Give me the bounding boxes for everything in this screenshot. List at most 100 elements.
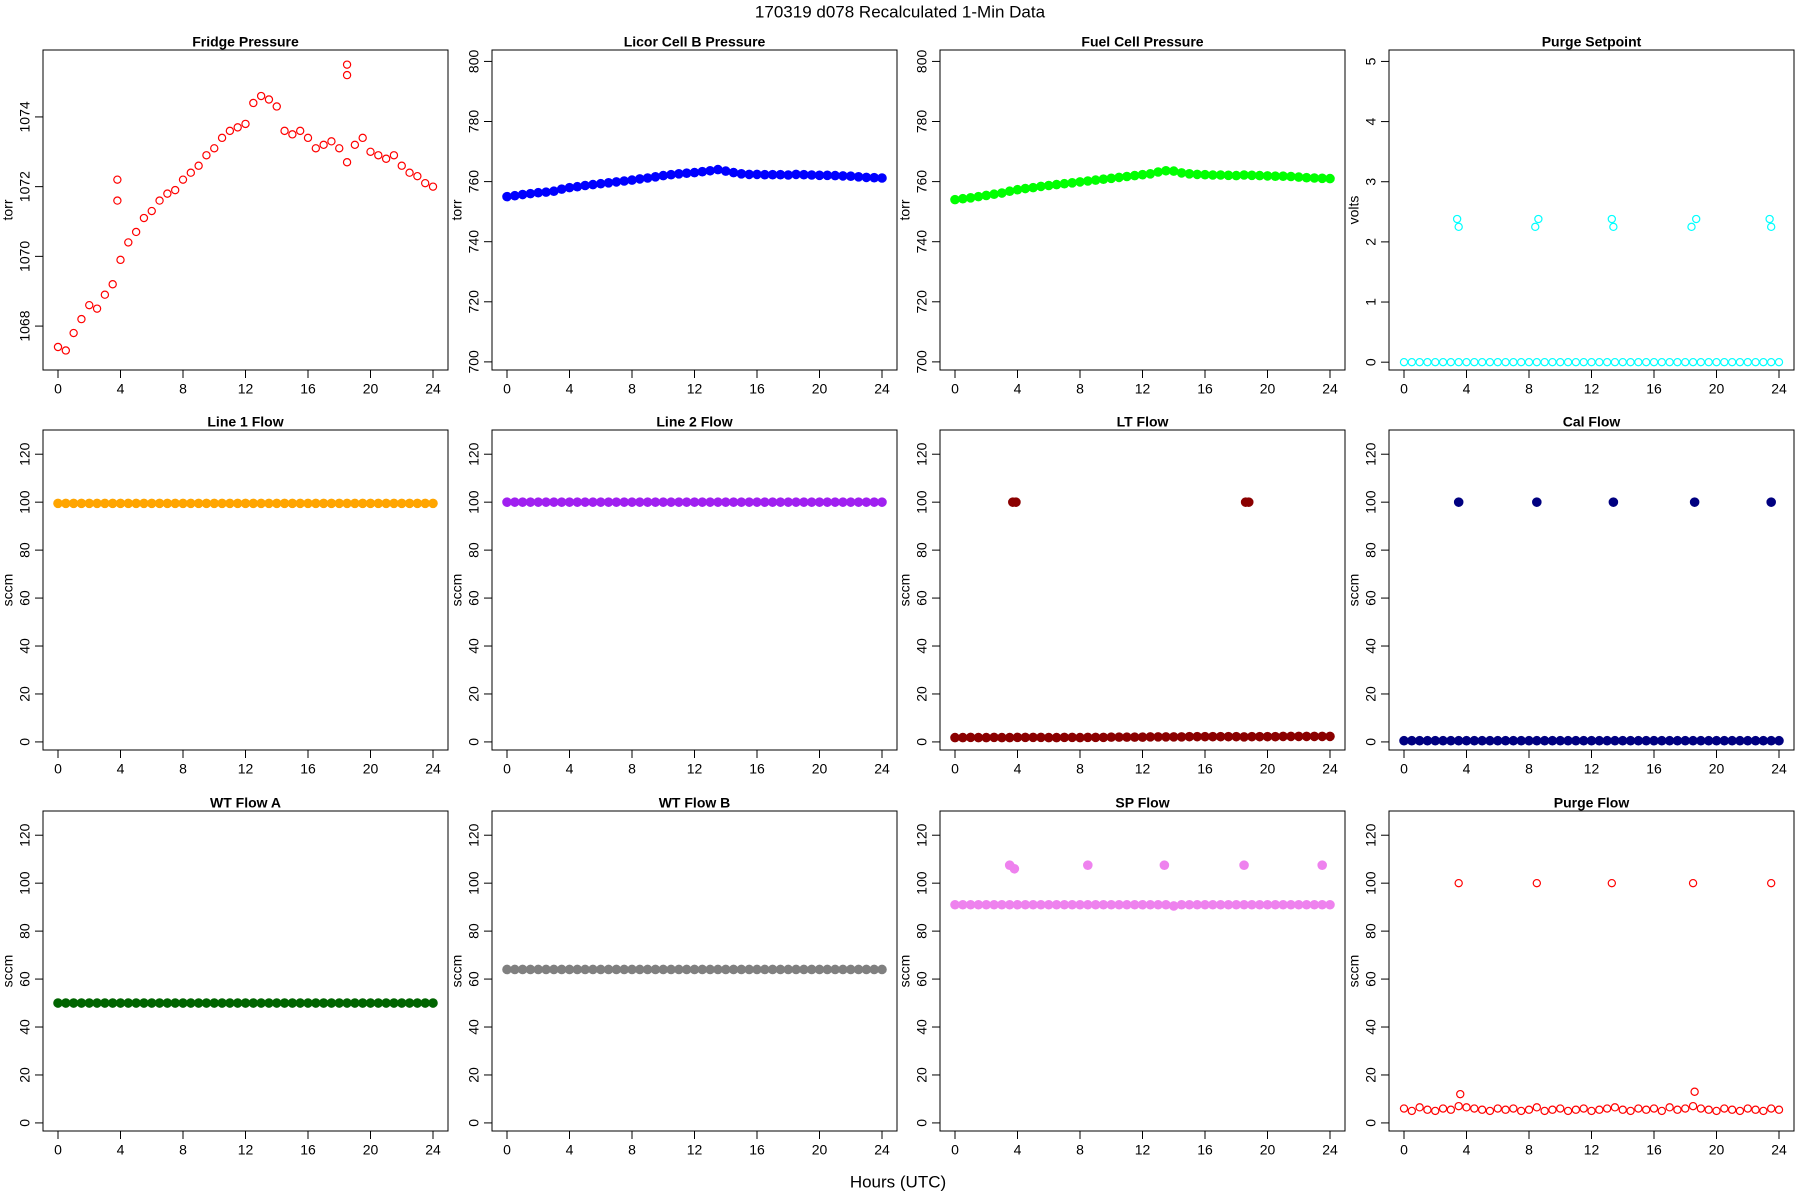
data-point — [1161, 165, 1171, 176]
data-point — [249, 98, 258, 108]
data-point — [123, 498, 134, 509]
data-point — [428, 998, 438, 1008]
data-point — [389, 151, 399, 160]
data-point — [342, 60, 352, 69]
data-point — [1641, 735, 1651, 746]
data-point — [1485, 735, 1495, 746]
data-point — [107, 498, 118, 509]
data-point — [108, 280, 117, 289]
data-point — [232, 998, 243, 1008]
data-point — [1051, 899, 1062, 910]
data-point — [1168, 732, 1179, 742]
y-tick-label: 120 — [466, 442, 482, 466]
data-point — [822, 964, 833, 975]
data-point — [1247, 899, 1257, 910]
data-point — [549, 497, 559, 507]
data-point — [1617, 735, 1628, 746]
data-point — [1691, 214, 1701, 224]
data-point — [412, 498, 423, 509]
data-point — [76, 998, 87, 1008]
data-point — [1192, 731, 1202, 742]
data-point — [650, 171, 661, 182]
y-tick-label: 1068 — [17, 310, 33, 341]
data-point — [381, 998, 391, 1008]
data-point — [1129, 899, 1140, 910]
y-tick-label: 3 — [1363, 178, 1379, 186]
data-point — [1231, 899, 1242, 910]
data-point — [1610, 1103, 1620, 1112]
data-point — [1673, 357, 1682, 367]
plot-frame — [491, 810, 898, 1132]
data-point — [404, 998, 415, 1008]
y-tick-label: 1070 — [17, 241, 33, 272]
data-point — [186, 168, 196, 177]
panel: LT Flow sccm 0 4 8 12 16 20 24 0 20 40 60 80 100 120 — [897, 414, 1346, 777]
data-point — [1067, 899, 1077, 910]
data-point — [689, 497, 700, 507]
data-point — [603, 964, 614, 975]
data-point — [744, 169, 754, 180]
data-point — [303, 133, 313, 143]
data-point — [1720, 357, 1729, 367]
data-point — [162, 998, 173, 1008]
x-tick-label: 4 — [117, 381, 125, 397]
data-point — [264, 998, 274, 1008]
data-point — [193, 998, 204, 1008]
y-tick-label: 800 — [914, 50, 930, 74]
data-point — [366, 147, 375, 156]
data-point — [822, 497, 833, 507]
y-tick-label: 40 — [1363, 638, 1379, 654]
data-point — [541, 497, 551, 507]
data-point — [791, 497, 801, 507]
y-tick-label: 20 — [1363, 1067, 1379, 1083]
data-point — [202, 151, 211, 160]
data-point — [53, 498, 63, 509]
y-tick-label: 2 — [1363, 238, 1379, 246]
data-point — [525, 188, 536, 199]
data-point — [1540, 357, 1549, 367]
data-point — [217, 133, 227, 143]
x-tick-label: 8 — [1525, 761, 1533, 777]
data-point — [877, 497, 887, 507]
data-point — [1012, 732, 1023, 743]
data-point — [209, 998, 220, 1008]
data-point — [1161, 899, 1171, 910]
data-point — [736, 168, 747, 179]
y-tick-label: 60 — [17, 590, 33, 606]
data-point — [1301, 899, 1312, 910]
data-point — [1122, 171, 1132, 182]
x-tick-label: 20 — [1709, 1142, 1725, 1158]
data-point — [728, 167, 739, 178]
x-tick-label: 12 — [1135, 1142, 1151, 1158]
data-point — [303, 498, 313, 509]
data-point — [958, 899, 968, 910]
data-point — [502, 497, 512, 507]
data-point — [233, 123, 242, 132]
x-tick-label: 4 — [1463, 381, 1471, 397]
y-axis-label: sccm — [449, 955, 465, 988]
data-point — [1477, 735, 1487, 746]
data-point — [736, 964, 747, 975]
plot-frame — [939, 810, 1346, 1132]
data-point — [318, 498, 329, 509]
y-tick-label: 120 — [17, 442, 33, 466]
x-tick-label: 20 — [1260, 761, 1276, 777]
x-tick-label: 0 — [503, 381, 511, 397]
data-point — [131, 498, 141, 509]
data-point — [139, 498, 149, 509]
y-tick-label: 80 — [914, 542, 930, 558]
data-point — [720, 166, 731, 176]
x-tick-label: 24 — [874, 1142, 890, 1158]
data-point — [1106, 899, 1117, 910]
data-point — [1098, 174, 1109, 185]
data-point — [728, 497, 739, 507]
data-point — [1579, 357, 1588, 367]
data-point — [1704, 1105, 1713, 1114]
data-point — [1215, 731, 1226, 742]
y-tick-label: 1072 — [17, 171, 33, 202]
data-point — [61, 346, 71, 355]
data-point — [1262, 899, 1273, 910]
data-point — [705, 964, 715, 975]
data-point — [178, 998, 188, 1008]
x-tick-label: 20 — [363, 1142, 379, 1158]
